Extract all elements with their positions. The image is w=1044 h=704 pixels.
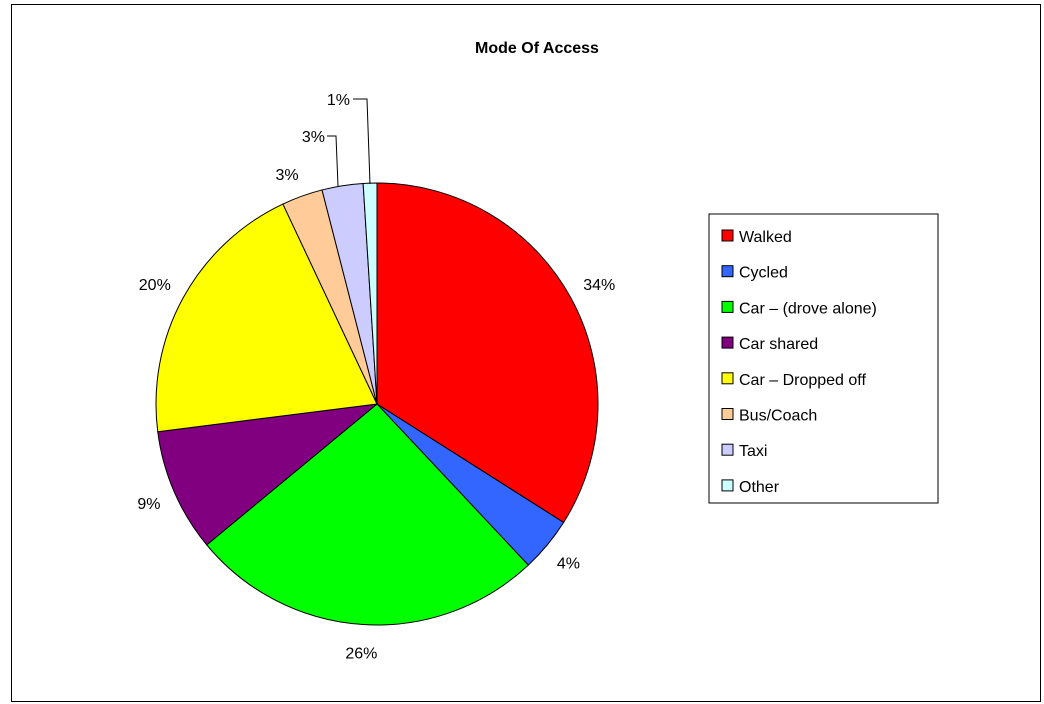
legend-swatch (721, 408, 734, 420)
data-label: 9% (137, 496, 160, 513)
legend-swatch (721, 300, 734, 313)
legend-entry: Walked (739, 229, 792, 246)
leader-line (327, 135, 339, 187)
pie-slice-car-shared (157, 403, 379, 546)
pie-slice-car-dropped-off (155, 203, 378, 433)
legend-box (708, 213, 939, 504)
legend-swatch (721, 479, 734, 492)
legend-entry: Cycled (739, 265, 788, 282)
legend-swatch (721, 336, 734, 349)
leader-lines (327, 98, 371, 187)
legend-swatch (721, 443, 734, 456)
chart-title: Mode Of Access (475, 40, 599, 57)
data-label: 3% (275, 167, 298, 184)
legend: Walked Cycled Car – (drove alone) Car share… (708, 213, 939, 504)
data-label: 4% (557, 556, 580, 573)
legend-entry: Car shared (739, 336, 818, 353)
data-label: 20% (139, 277, 171, 294)
legend-entry: Other (739, 479, 780, 496)
data-label: 1% (327, 92, 350, 109)
legend-swatch (721, 229, 734, 242)
legend-swatch (721, 265, 734, 278)
legend-entry: Car – Dropped off (739, 372, 866, 389)
pie-slice-car-drove-alone (206, 403, 529, 626)
pie-slice-walked (376, 182, 599, 524)
data-label: 34% (583, 277, 615, 294)
leader-line (353, 98, 371, 185)
legend-entry: Taxi (739, 443, 767, 460)
percentage-labels: 34% 4% 26% 9% 20% 3% 3% 1% (137, 92, 615, 663)
pie-slices (155, 182, 599, 626)
legend-entry: Car – (drove alone) (739, 300, 877, 317)
data-label: 26% (345, 646, 377, 663)
data-label: 3% (302, 129, 325, 146)
legend-entry: Bus/Coach (739, 408, 817, 425)
legend-swatch (721, 372, 734, 385)
